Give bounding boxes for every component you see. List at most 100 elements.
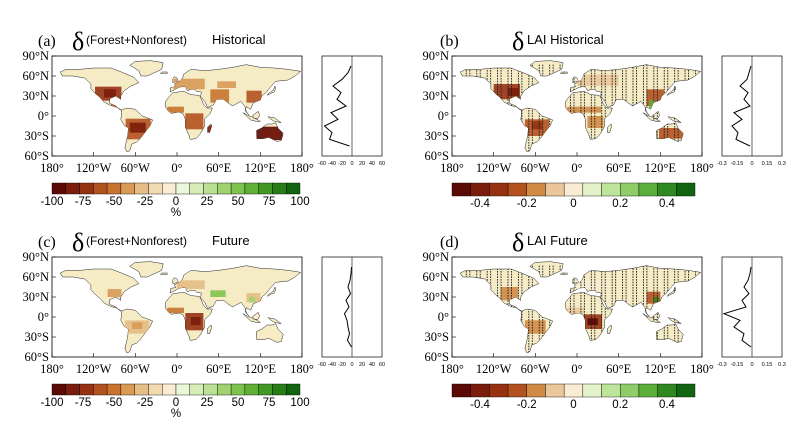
stipple-dot <box>538 300 540 302</box>
stipple-dot <box>625 136 627 139</box>
stipple-dot <box>563 75 565 77</box>
stipple-dot <box>476 329 478 332</box>
colorbar-cell <box>65 383 80 396</box>
stipple-dot <box>465 107 467 109</box>
colorbar-cell <box>489 383 509 398</box>
stipple-dot <box>625 142 627 144</box>
stipple-dot <box>521 134 523 136</box>
stipple-dot <box>677 265 679 268</box>
stipple-dot <box>688 70 690 72</box>
stipple-dot <box>511 75 512 77</box>
stipple-dot <box>497 273 499 276</box>
stipple-dot <box>688 120 690 123</box>
stipple-dot <box>531 348 533 350</box>
stipple-dot <box>636 88 637 91</box>
stipple-dot <box>611 142 613 144</box>
stipple-dot <box>688 335 690 337</box>
stipple-dot <box>511 292 512 294</box>
stipple-dot <box>507 150 509 152</box>
stipple-dot <box>563 86 565 88</box>
stipple-dot <box>656 112 658 115</box>
stipple-dot <box>538 104 540 107</box>
profile-tick-label: 0.15 <box>762 161 773 167</box>
stipple-dot <box>570 305 571 308</box>
stipple-dot <box>538 150 540 152</box>
stipple-dot <box>601 289 603 292</box>
stipple-dot <box>479 99 481 101</box>
stipple-dot <box>636 110 637 112</box>
stipple-dot <box>695 273 696 276</box>
stipple-dot <box>517 94 519 96</box>
stipple-dot <box>663 313 665 316</box>
stipple-dot <box>573 107 575 109</box>
stipple-dot <box>490 313 492 316</box>
colorbar-cell <box>489 182 509 197</box>
stipple-dot <box>622 345 624 348</box>
stipple-dot <box>611 295 613 297</box>
stipple-dot <box>684 316 686 318</box>
stipple-dot <box>698 265 700 268</box>
stipple-dot <box>656 102 658 104</box>
stipple-dot <box>486 295 488 297</box>
stipple-dot <box>538 316 540 318</box>
stipple-dot <box>559 329 561 332</box>
stipple-dot <box>674 94 676 96</box>
stipple-dot <box>636 91 637 93</box>
stipple-dot <box>636 279 637 281</box>
stipple-dot <box>497 343 499 345</box>
stipple-dot <box>511 153 512 155</box>
stipple-dot <box>469 96 471 99</box>
stipple-dot <box>677 91 679 93</box>
stipple-dot <box>622 354 623 356</box>
stipple-dot <box>646 319 648 321</box>
stipple-dot <box>507 279 509 281</box>
stipple-dot <box>622 327 624 329</box>
stipple-dot <box>465 308 467 310</box>
stipple-dot <box>698 337 700 340</box>
stipple-dot <box>688 64 690 67</box>
stipple-dot <box>667 300 669 302</box>
stipple-dot <box>698 139 700 141</box>
stipple-dot <box>490 147 492 149</box>
stipple-dot <box>667 281 669 284</box>
stipple-dot <box>490 94 492 96</box>
stipple-dot <box>677 343 679 345</box>
stipple-dot <box>559 265 561 268</box>
stipple-dot <box>479 110 481 112</box>
stipple-dot <box>642 289 644 292</box>
stipple-dot <box>698 300 700 302</box>
stipple-dot <box>688 131 690 133</box>
stipple-dot <box>490 139 492 141</box>
stipple-dot <box>465 134 467 136</box>
stipple-dot <box>653 75 655 77</box>
delta-symbol: δ <box>512 228 524 257</box>
stipple-dot <box>656 324 658 326</box>
stipple-dot <box>531 72 533 75</box>
stipple-dot <box>615 142 617 144</box>
stipple-dot <box>465 99 467 101</box>
stipple-dot <box>615 99 617 101</box>
stipple-dot <box>531 295 533 297</box>
stipple-dot <box>480 354 481 356</box>
stipple-dot <box>625 284 627 286</box>
stipple-dot <box>594 351 596 353</box>
stipple-dot <box>497 305 499 308</box>
stipple-dot <box>469 115 471 117</box>
stipple-dot <box>465 340 467 342</box>
stipple-dot <box>500 142 502 144</box>
stipple-dot <box>459 292 460 294</box>
stipple-dot <box>552 319 554 321</box>
stipple-dot <box>684 75 686 77</box>
stipple-dot <box>486 287 488 289</box>
stipple-dot <box>469 102 471 104</box>
stipple-dot <box>580 123 582 125</box>
stipple-dot <box>625 118 627 120</box>
stipple-dot <box>490 345 492 348</box>
stipple-dot <box>459 335 460 337</box>
stipple-dot <box>517 329 519 332</box>
title-small: (Forest+Nonforest) <box>86 234 187 248</box>
stipple-dot <box>570 321 571 324</box>
stipple-dot <box>684 142 686 144</box>
stipple-dot <box>497 332 499 334</box>
stipple-dot <box>521 316 523 318</box>
